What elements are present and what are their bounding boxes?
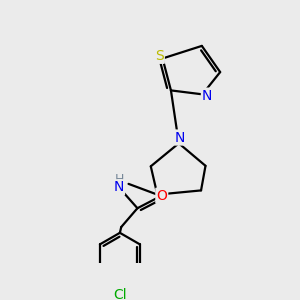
Text: O: O: [156, 189, 167, 203]
Text: Cl: Cl: [113, 288, 127, 300]
Text: N: N: [202, 88, 212, 103]
Text: N: N: [114, 180, 124, 194]
Text: H: H: [115, 173, 124, 186]
Text: S: S: [155, 49, 164, 63]
Text: N: N: [175, 130, 185, 145]
